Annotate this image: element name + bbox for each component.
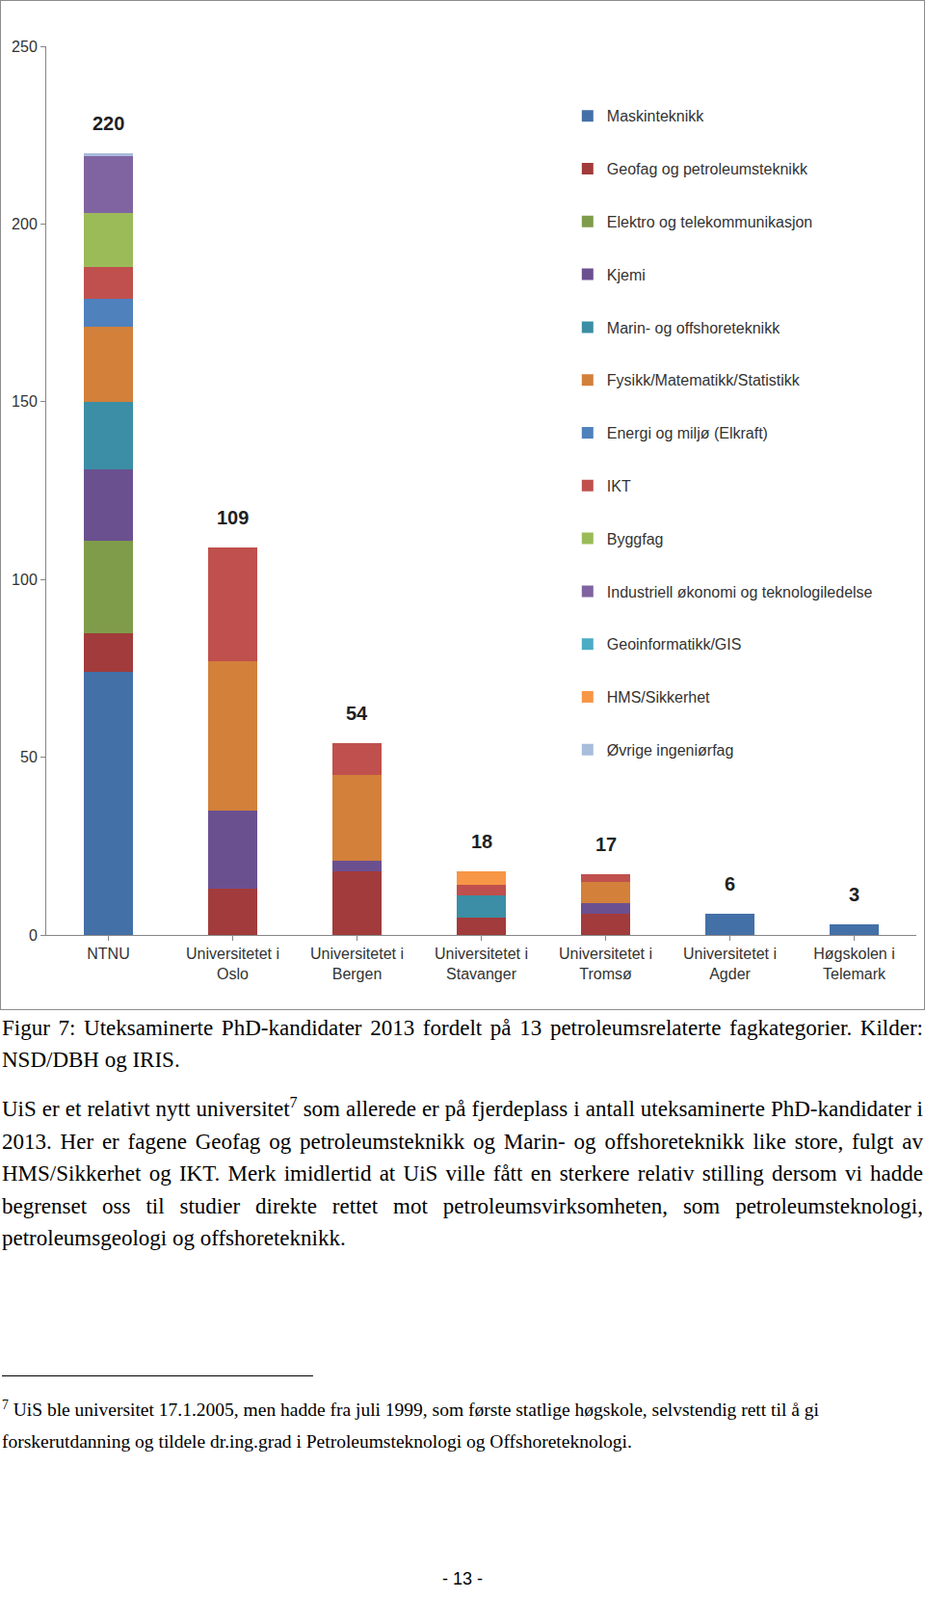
svg-text:Kjemi: Kjemi [607,266,646,284]
svg-text:220: 220 [92,112,125,134]
svg-text:Universitetet iStavanger: Universitetet iStavanger [434,945,529,982]
html-text:- 13 -: - 13 - [442,1568,483,1588]
svg-text:6: 6 [724,872,736,895]
svg-text:Universitetet iTromsø: Universitetet iTromsø [558,945,653,982]
svg-text:Universitetet iBergen: Universitetet iBergen [310,945,404,982]
svg-text:54: 54 [345,702,369,724]
svg-text:100: 100 [11,571,38,588]
svg-text:Høgskolen iTelemark: Høgskolen iTelemark [813,945,895,982]
html-text:UiS er et relativt nytt univer: UiS er et relativt nytt universitet7som … [1,1093,924,1250]
svg-text:Energi og miljø (Elkraft): Energi og miljø (Elkraft) [607,424,768,442]
svg-text:Geoinformatikk/GIS: Geoinformatikk/GIS [607,635,742,653]
html-text:Figur 7: Uteksaminerte PhD-kan: Figur 7: Uteksaminerte PhD-kandidater 20… [1,1015,924,1072]
html-text:7UiS ble universitet 17.1.2005: 7UiS ble universitet 17.1.2005, men hadd… [1,1396,819,1452]
svg-text:Øvrige ingeniørfag: Øvrige ingeniørfag [607,741,735,759]
svg-text:0: 0 [28,926,38,944]
svg-text:17: 17 [595,833,617,855]
svg-text:150: 150 [11,393,38,410]
svg-text:3: 3 [848,883,860,905]
svg-text:18: 18 [471,830,493,852]
svg-text:Marin- og offshoreteknikk: Marin- og offshoreteknikk [607,319,781,337]
svg-text:Geofag og petroleumsteknikk: Geofag og petroleumsteknikk [607,160,809,178]
svg-text:Fysikk/Matematikk/Statistikk: Fysikk/Matematikk/Statistikk [607,371,801,389]
svg-text:IKT: IKT [607,477,632,495]
svg-text:Universitetet iOslo: Universitetet iOslo [185,945,280,982]
svg-text:Byggfag: Byggfag [607,530,664,548]
svg-text:109: 109 [216,506,249,529]
svg-text:50: 50 [20,748,38,766]
svg-text:Maskinteknikk: Maskinteknikk [607,107,705,125]
svg-text:NTNU: NTNU [86,945,130,962]
svg-text:HMS/Sikkerhet: HMS/Sikkerhet [607,688,711,706]
svg-text:Universitetet iAgder: Universitetet iAgder [683,945,777,982]
svg-text:Elektro og telekommunikasjon: Elektro og telekommunikasjon [607,213,813,231]
svg-text:200: 200 [11,215,38,233]
svg-text:Industriell økonomi og teknolo: Industriell økonomi og teknologiledelse [607,583,873,601]
svg-text:250: 250 [11,38,38,55]
